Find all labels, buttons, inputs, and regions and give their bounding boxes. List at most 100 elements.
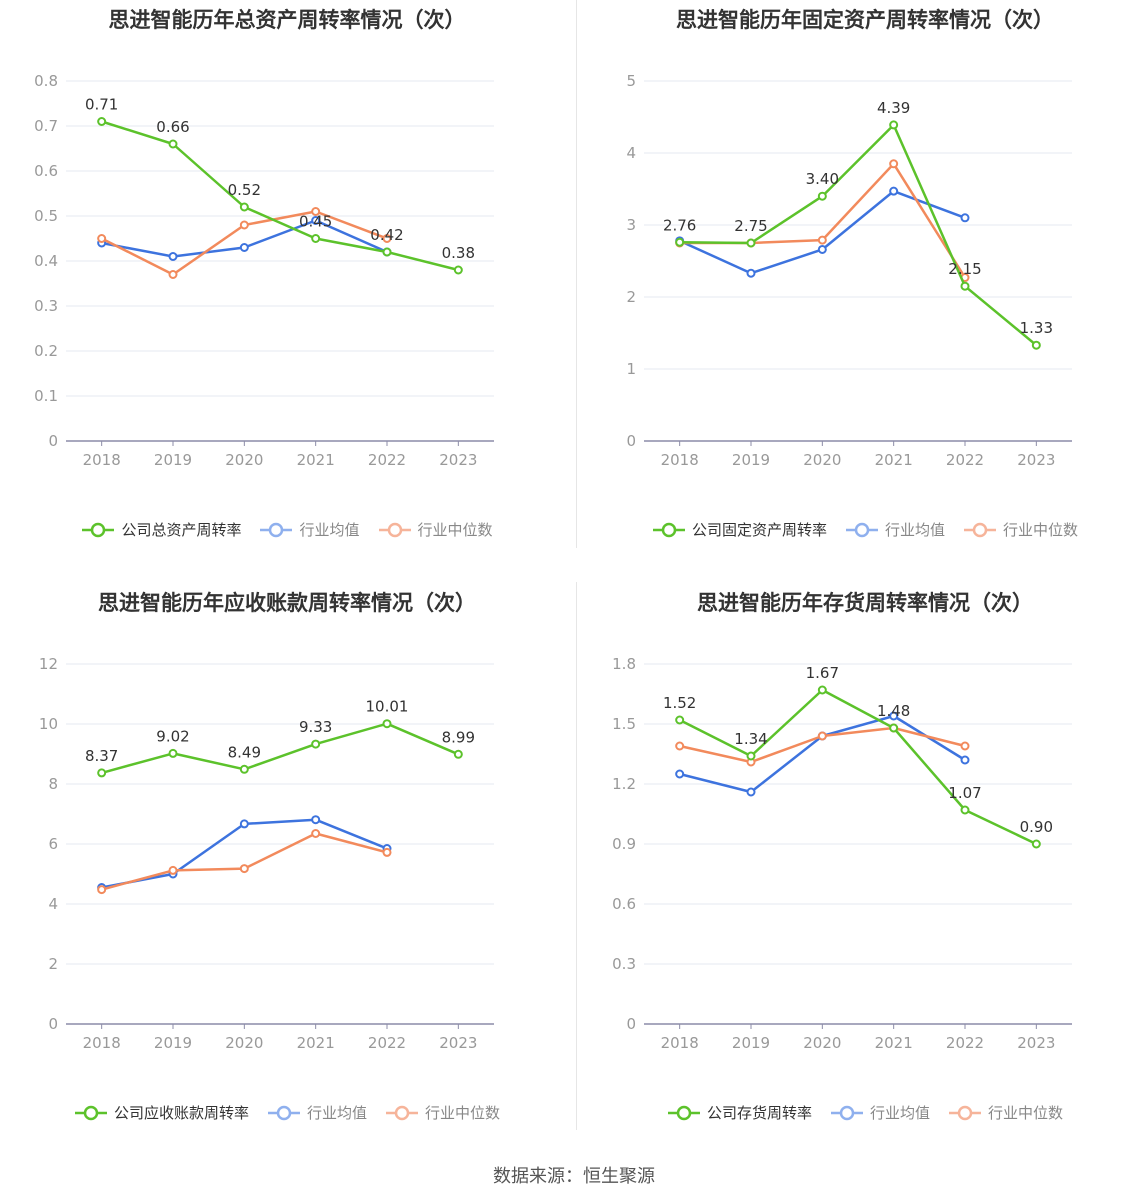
series-industry-median-point [960, 741, 970, 751]
y-tick-label: 0.3 [34, 297, 58, 315]
data-label: 0.42 [370, 226, 403, 244]
data-label: 4.39 [877, 99, 910, 117]
data-label: 9.02 [156, 727, 189, 745]
y-tick-label: 3 [626, 216, 636, 234]
series-industry-avg-point [889, 186, 899, 196]
legend-label: 公司应收账款周转率 [113, 1104, 249, 1122]
series-industry-avg-point [960, 213, 970, 223]
legend-item-company[interactable]: 公司应收账款周转率 [74, 1102, 249, 1123]
data-label: 8.37 [85, 747, 118, 765]
series-industry-avg-point [239, 819, 249, 829]
chart-panel-fixed-assets: 思进智能历年固定资产周转率情况（次） 0 1 2 3 4 5 2018 2019 2020 202… [578, 0, 1148, 580]
y-tick-label: 1 [626, 360, 636, 378]
series-company-point [889, 120, 899, 130]
series-industry-median-line [101, 832, 388, 891]
series-company-point [960, 281, 970, 291]
y-tick-label: 0.2 [34, 342, 58, 360]
x-tick-label: 2022 [368, 1034, 406, 1052]
series-industry-median-point [675, 741, 685, 751]
legend-item-company[interactable]: 公司存货周转率 [667, 1102, 812, 1123]
y-tick-label: 0.5 [34, 207, 58, 225]
legend-label: 行业中位数 [425, 1104, 501, 1122]
series-industry-median-point [817, 235, 827, 245]
series-industry-avg-line [679, 189, 966, 275]
legend-item-company[interactable]: 公司总资产周转率 [81, 519, 241, 540]
legend-label: 公司固定资产周转率 [691, 521, 827, 539]
chart-panel-total-assets: 思进智能历年总资产周转率情况（次） 0 0.1 0.2 0.3 0.4 0.5 0.6 0.7… [0, 0, 574, 580]
series-industry-avg-point [746, 787, 756, 797]
series-company-point [168, 139, 178, 149]
series-industry-avg-point [960, 755, 970, 765]
legend-item-median[interactable]: 行业中位数 [378, 519, 493, 540]
chart-total-assets: 0 0.1 0.2 0.3 0.4 0.5 0.6 0.7 0.8 2018 2019 2020 202… [34, 72, 494, 469]
chart-legend: 公司总资产周转率 行业均值 行业中位数 [0, 519, 574, 540]
y-tick-label: 4 [626, 144, 636, 162]
legend-item-median[interactable]: 行业中位数 [963, 519, 1078, 540]
series-industry-median-point [97, 234, 107, 243]
y-tick-label: 5 [626, 72, 636, 90]
chart-title: 思进智能历年固定资产周转率情况（次） [676, 8, 1054, 32]
series-company-line [101, 722, 459, 775]
series-company-point [675, 715, 685, 725]
series-company-point [1031, 340, 1041, 350]
legend-item-avg[interactable]: 行业均值 [845, 519, 945, 540]
x-tick-label: 2018 [83, 1034, 121, 1052]
data-label: 2.15 [948, 260, 981, 278]
y-tick-label: 8 [48, 775, 58, 793]
data-label: 1.07 [948, 784, 981, 802]
series-company-point [382, 719, 392, 729]
series-industry-median-point [817, 731, 827, 741]
series-company-point [889, 723, 899, 733]
legend-marker-icon [386, 1105, 418, 1120]
legend-marker-icon [667, 1105, 700, 1120]
series-company-point [311, 739, 321, 749]
chart-title: 思进智能历年总资产周转率情况（次） [108, 8, 466, 32]
legend-marker-icon [949, 1105, 981, 1120]
legend-item-avg[interactable]: 行业均值 [830, 1102, 930, 1123]
x-tick-label: 2018 [661, 1034, 699, 1052]
x-tick-label: 2023 [1017, 451, 1055, 469]
series-industry-avg-line [679, 714, 966, 794]
data-label: 9.33 [299, 718, 332, 736]
x-tick-label: 2019 [732, 451, 770, 469]
data-label: 1.52 [663, 694, 696, 712]
y-tick-label: 1.2 [612, 775, 636, 793]
data-label: 8.99 [442, 728, 475, 746]
x-tick-label: 2022 [946, 1034, 984, 1052]
series-company-point [97, 768, 107, 778]
data-label: 2.75 [734, 217, 767, 235]
legend-item-avg[interactable]: 行业均值 [267, 1102, 367, 1123]
series-industry-median-point [239, 220, 249, 230]
y-tick-label: 0 [48, 1015, 58, 1033]
legend-item-company[interactable]: 公司固定资产周转率 [652, 519, 827, 540]
legend-item-median[interactable]: 行业中位数 [948, 1102, 1063, 1123]
y-tick-label: 2 [626, 288, 636, 306]
y-tick-label: 0.6 [34, 162, 58, 180]
x-tick-label: 2019 [732, 1034, 770, 1052]
x-tick-label: 2018 [661, 451, 699, 469]
data-label: 2.76 [663, 216, 696, 234]
x-tick-label: 2020 [803, 451, 841, 469]
legend-label: 行业均值 [306, 1104, 367, 1122]
series-company-point [453, 265, 463, 275]
x-tick-label: 2023 [439, 451, 477, 469]
data-label: 1.33 [1020, 319, 1053, 337]
data-label: 1.34 [734, 730, 767, 748]
y-tick-label: 12 [39, 655, 58, 673]
series-industry-avg-point [239, 243, 249, 252]
data-label: 8.49 [228, 743, 261, 761]
legend-item-avg[interactable]: 行业均值 [259, 519, 360, 540]
y-tick-label: 0.4 [34, 252, 58, 270]
data-label: 0.71 [85, 96, 118, 114]
series-industry-median-point [311, 829, 321, 838]
y-tick-label: 0 [626, 1015, 636, 1033]
y-tick-label: 1.8 [612, 655, 636, 673]
legend-item-median[interactable]: 行业中位数 [385, 1102, 500, 1123]
series-industry-avg-point [746, 268, 756, 278]
chart-panel-inventory: 思进智能历年存货周转率情况（次） 0 0.3 0.6 0.9 1.2 1.5 1.8 2018… [578, 583, 1148, 1163]
legend-label: 行业中位数 [988, 1104, 1064, 1122]
series-company-point [1031, 839, 1041, 849]
series-industry-avg-point [817, 244, 827, 254]
series-industry-avg-point [675, 769, 685, 779]
y-tick-label: 0.6 [612, 895, 636, 913]
